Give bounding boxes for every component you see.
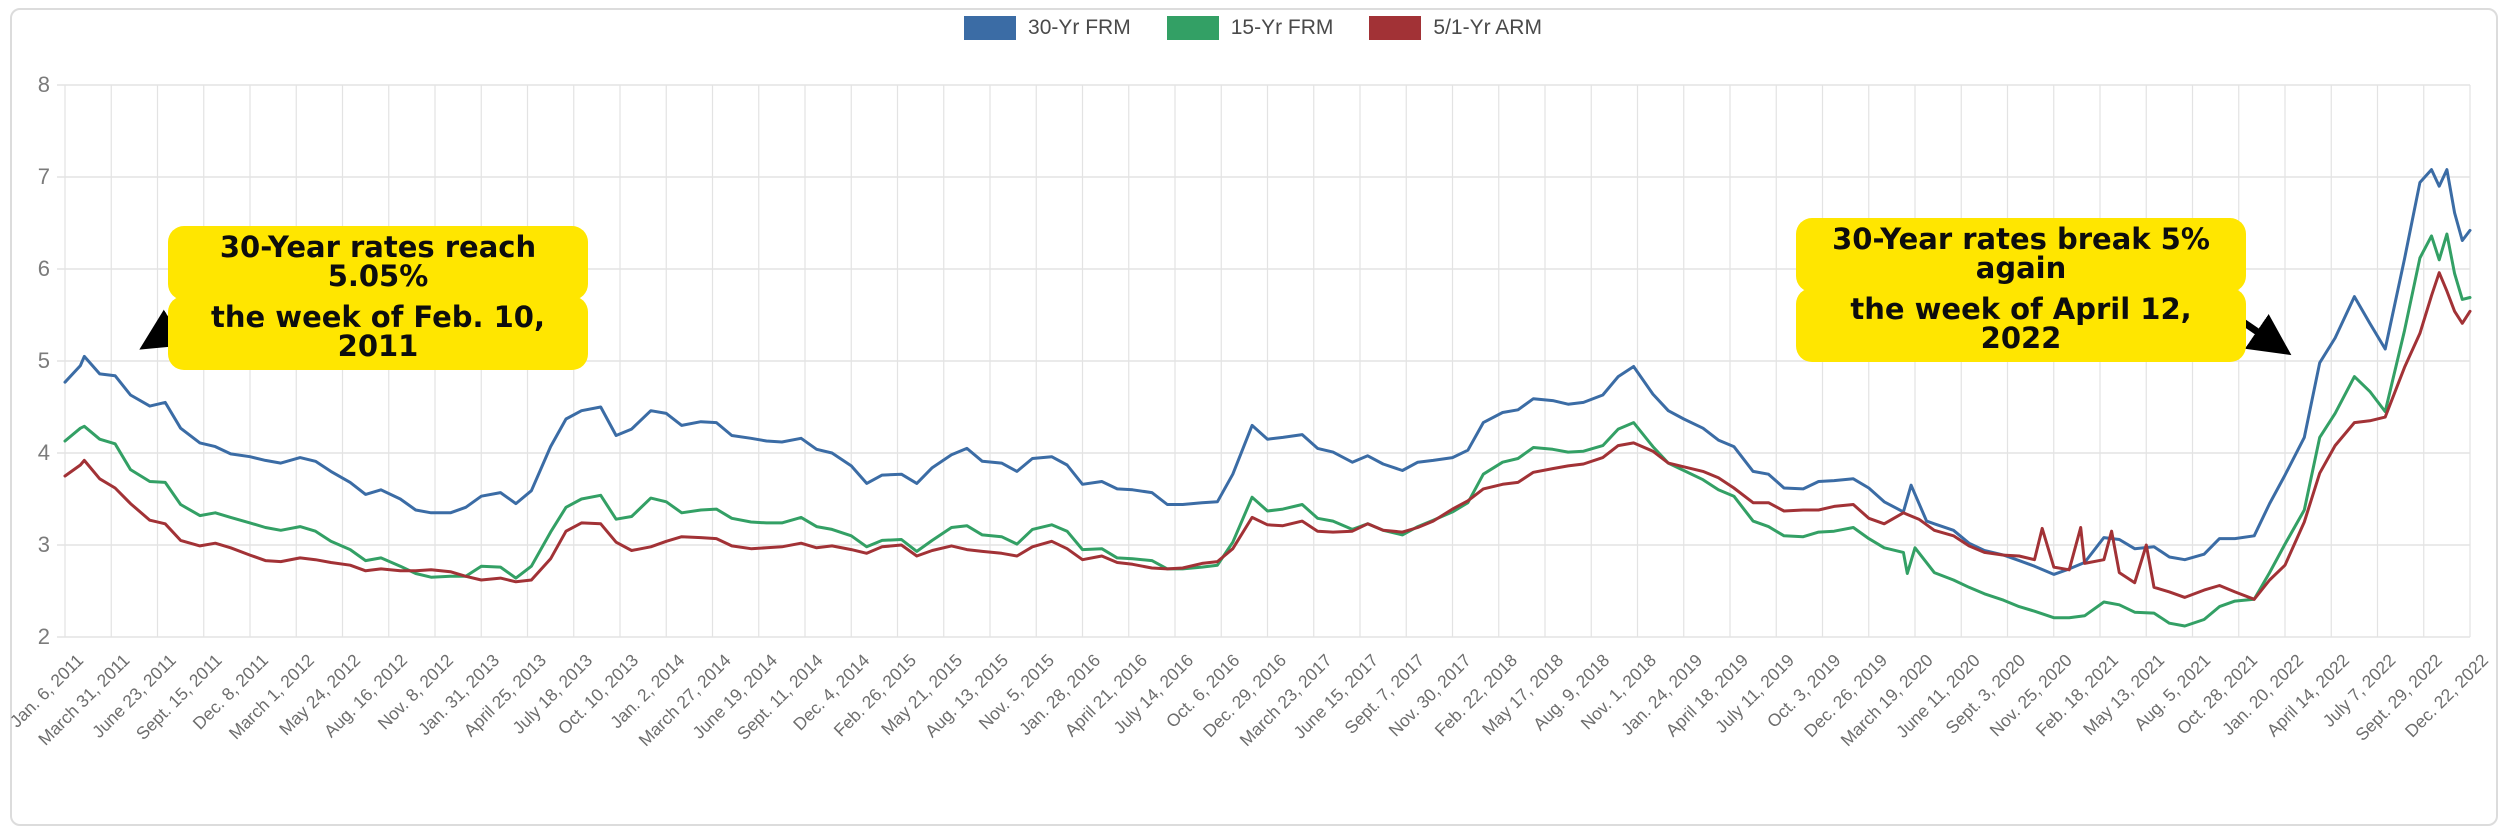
annotation-feb-2011: 30-Year rates reach 5.05% the week of Fe… — [168, 226, 588, 370]
y-tick-label-7: 7 — [37, 164, 50, 189]
y-tick-label-8: 8 — [37, 72, 50, 97]
annotation-april-2022-line2: the week of April 12, 2022 — [1796, 288, 2246, 362]
y-tick-label-5: 5 — [37, 348, 50, 373]
legend-item-5-1-yr-arm: 5/1-Yr ARM — [1369, 16, 1542, 40]
y-tick-label-4: 4 — [37, 440, 50, 465]
legend-swatch-15-yr-frm — [1166, 16, 1219, 40]
series-line-5-1-yr-arm — [63, 271, 2472, 601]
annotation-april-2022: 30-Year rates break 5% again the week of… — [1796, 218, 2246, 362]
y-tick-label-2: 2 — [37, 624, 50, 649]
legend-label-5-1-yr-arm: 5/1-Yr ARM — [1433, 16, 1542, 39]
annotation-april-2022-line1: 30-Year rates break 5% again — [1796, 218, 2246, 292]
series-line-30-yr-frm — [63, 168, 2472, 576]
legend-swatch-5-1-yr-arm — [1369, 16, 1422, 40]
annotation-feb-2011-line1: 30-Year rates reach 5.05% — [168, 226, 588, 300]
legend-item-15-yr-frm: 15-Yr FRM — [1166, 16, 1334, 40]
legend-swatch-30-yr-frm — [964, 16, 1017, 40]
chart-card — [10, 8, 2498, 826]
y-tick-label-6: 6 — [37, 256, 50, 281]
annotation-feb-2011-line2: the week of Feb. 10, 2011 — [168, 296, 588, 370]
chart-legend: 30-Yr FRM 15-Yr FRM 5/1-Yr ARM — [0, 16, 2506, 40]
legend-label-30-yr-frm: 30-Yr FRM — [1028, 16, 1131, 39]
y-tick-label-3: 3 — [37, 532, 50, 557]
legend-item-30-yr-frm: 30-Yr FRM — [964, 16, 1131, 40]
legend-label-15-yr-frm: 15-Yr FRM — [1230, 16, 1334, 39]
